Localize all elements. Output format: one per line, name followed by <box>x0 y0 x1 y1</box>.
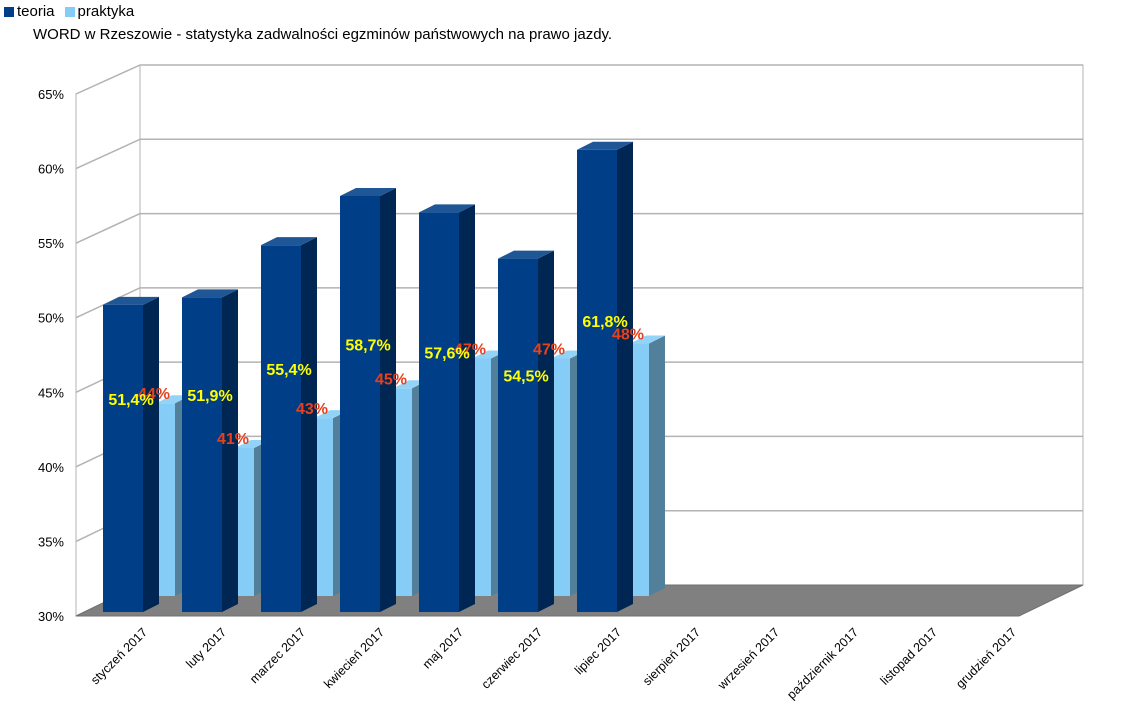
x-tick-label: czerwiec 2017 <box>479 625 545 691</box>
data-label-praktyka: 48% <box>612 327 644 344</box>
y-tick-label: 55% <box>38 236 64 251</box>
gridline-side <box>75 212 141 244</box>
bar-teoria <box>103 304 143 612</box>
x-tick-label: marzec 2017 <box>247 625 308 686</box>
legend-swatch-praktyka <box>64 6 75 17</box>
bar-teoria-top <box>103 296 159 305</box>
data-label-praktyka: 45% <box>375 371 407 388</box>
legend-label-teoria: teoria <box>17 3 55 20</box>
bar-teoria-side <box>538 250 554 612</box>
x-tick-label: kwiecień 2017 <box>321 625 387 691</box>
legend-item-praktyka: praktyka <box>64 3 135 20</box>
bar-teoria-top <box>340 187 396 196</box>
x-tick-label: październik 2017 <box>784 625 861 702</box>
legend: teoria praktyka <box>4 3 144 20</box>
data-label-praktyka: 47% <box>533 341 565 358</box>
x-tick-label: listopad 2017 <box>878 625 941 688</box>
bar-praktyka <box>393 388 412 596</box>
gridline-side <box>75 64 141 95</box>
bar-teoria <box>182 297 222 612</box>
bar-teoria-side <box>301 237 317 613</box>
bar-praktyka <box>472 358 491 596</box>
gridline-side <box>75 138 141 170</box>
x-tick-label: styczeń 2017 <box>88 625 150 687</box>
x-tick-label: wrzesień 2017 <box>715 625 783 693</box>
data-label-teoria: 54,5% <box>503 369 548 386</box>
x-tick-label: sierpień 2017 <box>640 625 703 688</box>
bar-praktyka-side <box>649 335 665 596</box>
y-tick-label: 30% <box>38 609 64 624</box>
bar-teoria <box>261 245 301 613</box>
y-tick-label: 65% <box>38 87 64 102</box>
bar-teoria <box>577 149 617 612</box>
y-tick-label: 45% <box>38 385 64 400</box>
bar-teoria-side <box>222 289 238 612</box>
bar-teoria <box>498 258 538 612</box>
y-tick-label: 35% <box>38 534 64 549</box>
bar-praktyka <box>551 358 570 596</box>
data-label-teoria: 57,6% <box>424 346 469 363</box>
bar-teoria-side <box>459 204 475 612</box>
legend-swatch-teoria <box>4 6 14 17</box>
bar-teoria-top <box>498 250 554 259</box>
bar-teoria <box>419 212 459 612</box>
bar-teoria-top <box>419 204 475 213</box>
data-label-praktyka: 41% <box>217 431 249 448</box>
y-tick-label: 60% <box>38 162 64 177</box>
y-tick-label: 50% <box>38 311 64 326</box>
data-label-teoria: 61,8% <box>582 314 627 331</box>
y-tick-label: 40% <box>38 460 64 475</box>
x-tick-label: luty 2017 <box>183 625 229 671</box>
data-label-teoria: 58,7% <box>345 337 390 354</box>
bar-praktyka <box>156 403 175 596</box>
bar-praktyka <box>235 447 254 596</box>
bar-teoria-side <box>143 296 159 612</box>
bar-praktyka <box>314 418 333 596</box>
bar-teoria-top <box>182 289 238 298</box>
legend-item-teoria: teoria <box>4 3 55 20</box>
bar-teoria-side <box>617 141 633 612</box>
data-label-teoria: 51,4% <box>108 392 153 409</box>
data-label-teoria: 51,9% <box>187 388 232 405</box>
legend-label-praktyka: praktyka <box>77 3 135 20</box>
data-label-praktyka: 44% <box>138 386 170 403</box>
bar-teoria-side <box>380 187 396 612</box>
data-label-praktyka: 43% <box>296 401 328 418</box>
bar-praktyka-top <box>630 335 665 344</box>
x-tick-label: grudzień 2017 <box>953 625 1019 691</box>
data-label-teoria: 55,4% <box>266 362 311 379</box>
bar-teoria <box>340 195 380 612</box>
data-label-praktyka: 47% <box>454 341 486 358</box>
bar-teoria-top <box>261 237 317 246</box>
bar-teoria-top <box>577 141 633 150</box>
bar-praktyka <box>630 343 649 596</box>
x-tick-label: lipiec 2017 <box>572 625 624 677</box>
x-tick-label: maj 2017 <box>420 625 466 671</box>
chart-title: WORD w Rzeszowie - statystyka zadwalnośc… <box>33 26 613 43</box>
